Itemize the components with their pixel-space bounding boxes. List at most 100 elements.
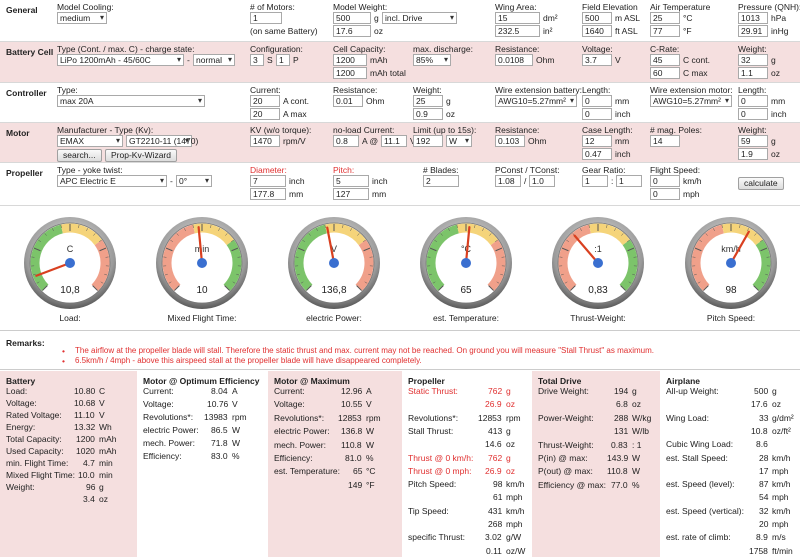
input-field[interactable]: 20 [250,108,280,120]
result-unit: rpm [506,412,521,423]
gauge-band [426,224,460,291]
input-field[interactable]: 20 [250,95,280,107]
input-field[interactable]: 15 [495,12,540,24]
result-unit: km/h [506,479,525,490]
field-label: Voltage: [582,44,613,54]
input-field[interactable]: 60 [650,67,680,79]
input-field[interactable]: 0 [650,188,680,200]
gauge-tick [230,239,234,243]
gauge-tick [580,228,582,232]
button[interactable]: Prop-Kv-Wizard [105,149,177,162]
result-value: 8.9 [756,532,768,543]
dropdown[interactable]: normal [193,54,235,66]
input-field[interactable]: 1013 [738,12,768,24]
dropdown[interactable]: W [446,135,472,147]
input-field[interactable]: 0.9 [413,108,443,120]
result-unit: oz [99,494,108,504]
dropdown[interactable]: EMAX [57,135,123,147]
input-field[interactable]: 29.91 [738,25,768,37]
dropdown[interactable]: medium [57,12,107,24]
input-field[interactable]: 11.1 [381,135,407,147]
input-field[interactable]: 1200 [333,54,367,66]
input-field[interactable]: 5 [333,175,369,187]
input-field[interactable]: 14 [650,135,680,147]
gauge-band [691,224,725,291]
input-field[interactable]: 1.1 [738,67,768,79]
input-field[interactable]: 500 [333,12,371,24]
input-field[interactable]: 0.8 [333,135,359,147]
input-field[interactable]: 1470 [250,135,280,147]
input-field[interactable]: 0.01 [333,95,363,107]
gauge-tick [448,228,450,232]
result-unit: C [99,386,106,396]
input-field[interactable]: 7 [250,175,286,187]
gauge-tick [564,281,568,284]
input-field[interactable]: 0.103 [495,135,525,147]
dropdown[interactable]: max 20A [57,95,205,107]
gauge-band [619,239,638,291]
input-field[interactable]: 500 [582,12,612,24]
dropdown[interactable]: APC Electric E [57,175,167,187]
dropdown[interactable]: GT2210-11 (1470) [126,135,198,147]
input-field[interactable]: 1 [250,12,282,24]
input-field[interactable]: 232.5 [495,25,540,37]
input-field[interactable]: 1.0 [529,175,555,187]
input-field[interactable]: 0 [582,108,612,120]
input-field[interactable]: 0 [738,108,768,120]
input-field[interactable]: 127 [333,188,369,200]
result-label: Total Capacity: [6,434,62,444]
input-field[interactable]: 25 [413,95,443,107]
field-label: PConst / TConst: [495,165,560,175]
input-field[interactable]: 0 [650,175,680,187]
dropdown[interactable]: AWG10=5.27mm² [495,95,577,107]
dropdown[interactable]: 0° [176,175,212,187]
gauge-tick [429,247,437,252]
result-value: 431 [488,505,503,516]
input-field[interactable]: 59 [738,135,768,147]
dropdown[interactable]: 85% [413,54,451,66]
unit-label: - [170,176,173,186]
field-label: Case Length: [582,125,633,135]
input-field[interactable]: 192 [413,135,443,147]
button[interactable]: search... [57,149,102,162]
gauge-tick [693,273,697,276]
dropdown[interactable]: LiPo 1200mAh - 45/60C [57,54,184,66]
result-unit: mph [772,492,789,503]
input-field[interactable]: 25 [650,12,680,24]
input-field[interactable]: 0 [582,95,612,107]
calculate-button[interactable]: calculate [738,177,784,190]
input-field[interactable]: 0.0108 [495,54,533,66]
section-title: Battery Cell [6,47,54,57]
dropdown[interactable]: AWG10=5.27mm² [650,95,732,107]
input-field[interactable]: 2 [423,175,459,187]
result-value: 143.9 [607,453,629,463]
result-unit: : 1 [632,439,642,450]
gauge-tick [488,285,494,291]
input-field[interactable]: 45 [650,54,680,66]
gauge-unit: C [67,244,74,254]
result-label: Thrust @ 0 mph: [408,465,472,476]
input-field[interactable]: 0.47 [582,148,612,160]
gauge-tick [759,239,763,243]
input-field[interactable]: 0 [738,95,768,107]
unit-label: km/h [683,176,702,186]
input-field[interactable]: 1 [582,175,608,187]
input-field[interactable]: 1200 [333,67,367,79]
gauge-hub [726,258,736,268]
result-value: 10.0 [78,470,95,480]
result-value: 10.68 [74,398,96,408]
input-field[interactable]: 3 [250,54,264,66]
input-field[interactable]: 32 [738,54,768,66]
result-label: Cubic Wing Load: [666,439,734,450]
input-field[interactable]: 77 [650,25,680,37]
input-field[interactable]: 177.8 [250,188,286,200]
dropdown[interactable]: incl. Drive [382,12,457,24]
input-field[interactable]: 12 [582,135,612,147]
input-field[interactable]: 1640 [582,25,612,37]
input-field[interactable]: 1 [276,54,290,66]
input-field[interactable]: 1.08 [495,175,521,187]
input-field[interactable]: 17.6 [333,25,371,37]
input-field[interactable]: 1.9 [738,148,768,160]
input-field[interactable]: 1 [616,175,642,187]
input-field[interactable]: 3.7 [582,54,612,66]
